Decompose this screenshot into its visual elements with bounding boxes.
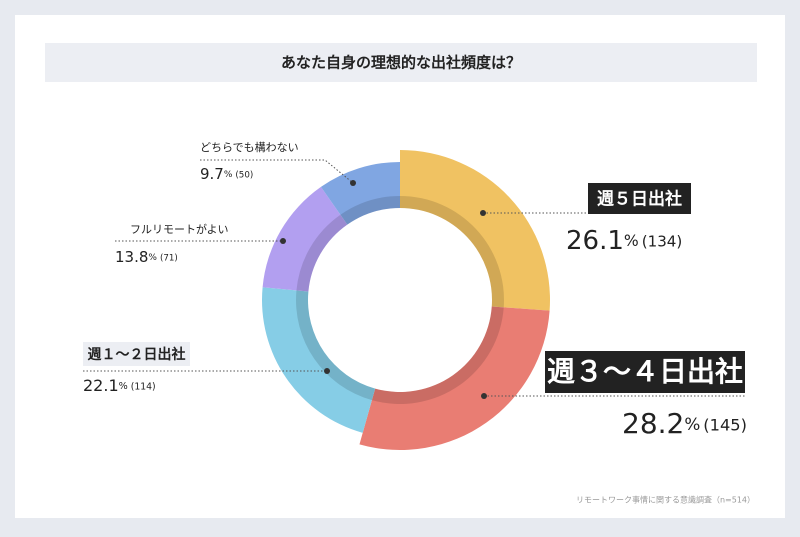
count-label: (145)	[703, 416, 747, 435]
leader-dot	[350, 180, 356, 186]
chart-title: あなた自身の理想的な出社頻度は？	[281, 54, 521, 72]
leader-dot	[481, 393, 487, 399]
slice-inner-shade	[296, 214, 348, 292]
label-box	[545, 351, 745, 393]
donut-slice	[262, 287, 376, 433]
category-label: どちらでも構わない	[200, 141, 299, 154]
donut-slice	[400, 150, 551, 311]
donut-slice	[262, 186, 348, 292]
leader-dot	[480, 210, 486, 216]
count-label: (134)	[642, 233, 683, 251]
category-label: フルリモートがよい	[130, 222, 228, 236]
category-label: 週１～２日出社	[88, 346, 186, 363]
slice-inner-shade	[340, 196, 400, 225]
leader-dot	[280, 238, 286, 244]
count-label: (71)	[160, 254, 178, 264]
source-note: リモートワーク事情に関する意識調査（n=514）	[576, 495, 755, 505]
label-box	[588, 183, 691, 214]
count-label: (50)	[235, 171, 253, 181]
slice-inner-shade	[371, 306, 504, 404]
category-label: 週３～４日出社	[547, 355, 743, 388]
value-label: 22.1%	[83, 376, 128, 395]
value-label: 28.2%	[622, 407, 700, 440]
value-label: 9.7%	[200, 165, 233, 183]
title-bar	[45, 43, 757, 82]
value-label: 26.1%	[566, 226, 639, 256]
donut-slice	[359, 306, 550, 451]
leader-dot	[324, 368, 330, 374]
value-label: 13.8%	[115, 248, 157, 266]
count-label: (114)	[131, 382, 156, 393]
donut-slice	[320, 162, 400, 225]
label-box	[83, 342, 190, 366]
slice-inner-shade	[295, 290, 376, 401]
category-label: 週５日出社	[597, 189, 682, 210]
slice-inner-shade	[400, 196, 504, 308]
